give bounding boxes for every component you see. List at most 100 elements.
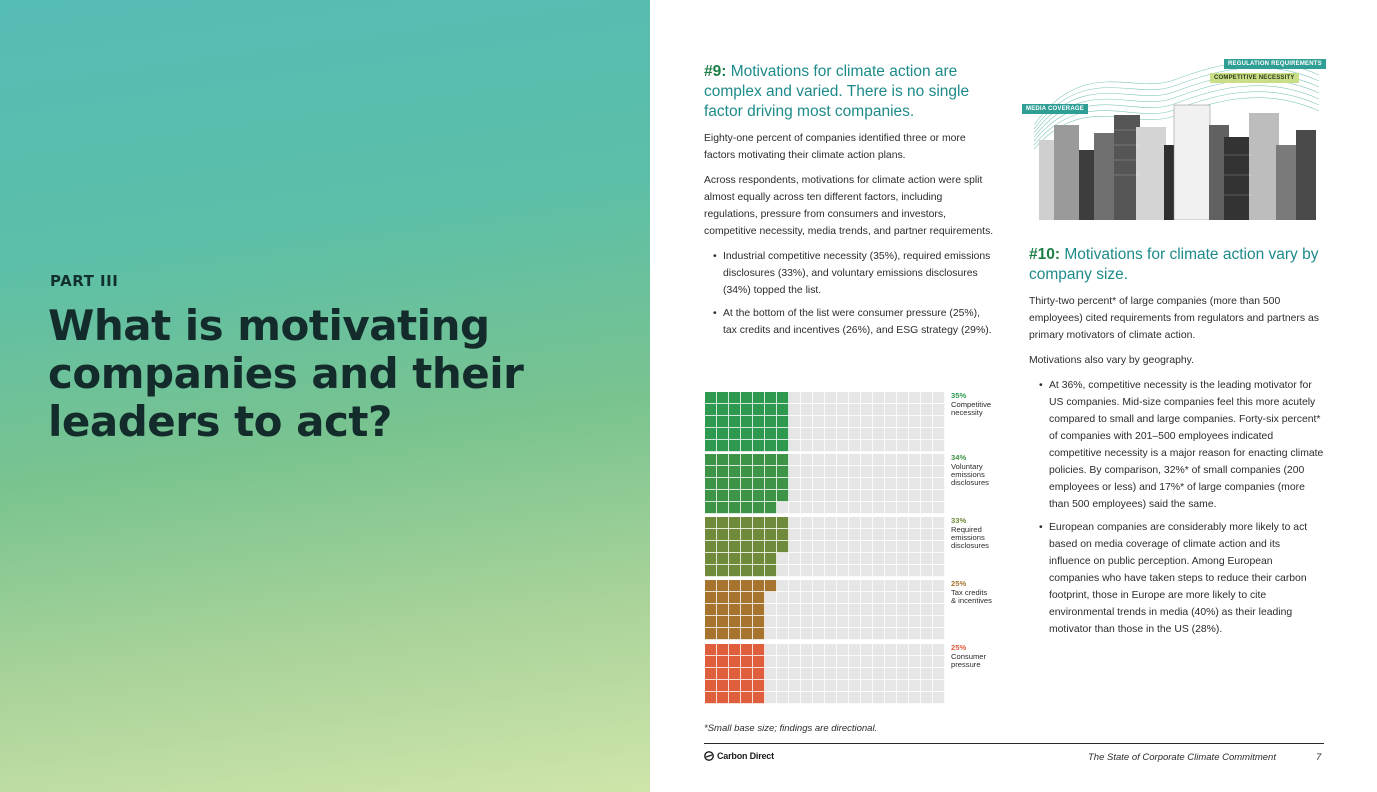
waffle-svg <box>705 392 945 452</box>
logo-icon <box>704 751 714 761</box>
section-9-para-1: Eighty-one percent of companies identifi… <box>704 133 966 161</box>
waffle-cell-empty <box>897 454 909 466</box>
waffle-cell-empty <box>921 592 933 604</box>
waffle-cell-filled <box>729 478 741 490</box>
waffle-cell-empty <box>789 668 801 680</box>
waffle-cell-empty <box>897 628 909 640</box>
waffle-cell-empty <box>873 616 885 628</box>
waffle-cell-empty <box>885 565 897 577</box>
section-10-para-2: Motivations also vary by geography. <box>1029 355 1194 366</box>
waffle-cell-empty <box>813 680 825 692</box>
waffle-cell-filled <box>777 404 789 416</box>
waffle-cell-empty <box>897 692 909 704</box>
waffle-grid <box>705 580 945 640</box>
waffle-cell-empty <box>885 490 897 502</box>
waffle-cell-filled <box>705 428 717 440</box>
waffle-cell-empty <box>933 466 945 478</box>
waffle-cell-empty <box>777 680 789 692</box>
waffle-cell-filled <box>705 656 717 668</box>
waffle-cell-empty <box>921 604 933 616</box>
waffle-cell-empty <box>837 517 849 529</box>
brand-logo: Carbon Direct <box>704 751 774 761</box>
waffle-cell-filled <box>705 478 717 490</box>
waffle-cell-empty <box>897 668 909 680</box>
waffle-pct: 25% <box>951 579 967 588</box>
waffle-cell-empty <box>801 541 813 553</box>
waffle-pct: 35% <box>951 391 967 400</box>
waffle-cell-filled <box>777 440 789 452</box>
waffle-label-line: disclosures <box>951 478 989 487</box>
waffle-cell-empty <box>885 517 897 529</box>
waffle-cell-empty <box>933 616 945 628</box>
waffle-cell-filled <box>717 628 729 640</box>
waffle-cell-empty <box>849 604 861 616</box>
waffle-cell-empty <box>909 517 921 529</box>
waffle-cell-empty <box>777 644 789 656</box>
waffle-cell-filled <box>741 529 753 541</box>
waffle-cell-empty <box>825 668 837 680</box>
waffle-cell-filled <box>777 529 789 541</box>
waffle-cell-empty <box>837 454 849 466</box>
waffle-cell-filled <box>753 628 765 640</box>
footer-divider <box>704 743 1324 744</box>
waffle-cell-filled <box>705 529 717 541</box>
waffle-cell-empty <box>801 490 813 502</box>
waffle-cell-empty <box>921 692 933 704</box>
waffle-cell-empty <box>801 517 813 529</box>
waffle-cell-empty <box>933 541 945 553</box>
waffle-cell-filled <box>753 604 765 616</box>
waffle-cell-empty <box>885 553 897 565</box>
waffle-cell-filled <box>741 466 753 478</box>
waffle-cell-filled <box>753 478 765 490</box>
section-10: #10: Motivations for climate action vary… <box>1029 245 1324 644</box>
waffle-cell-empty <box>909 592 921 604</box>
waffle-cell-empty <box>933 392 945 404</box>
waffle-cell-empty <box>873 502 885 514</box>
waffle-cell-empty <box>921 656 933 668</box>
waffle-cell-filled <box>729 644 741 656</box>
waffle-cell-empty <box>789 628 801 640</box>
waffle-cell-empty <box>813 490 825 502</box>
city-illustration <box>1024 55 1324 221</box>
footnote: *Small base size; findings are direction… <box>704 723 878 734</box>
list-item: European companies are considerably more… <box>1039 519 1324 638</box>
section-10-number: #10: <box>1029 246 1061 263</box>
waffle-label: 25% Consumer pressure <box>951 644 1011 669</box>
waffle-cell-filled <box>729 517 741 529</box>
waffle-cell-empty <box>777 580 789 592</box>
waffle-cell-filled <box>741 580 753 592</box>
waffle-cell-empty <box>897 680 909 692</box>
waffle-cell-empty <box>873 668 885 680</box>
waffle-cell-empty <box>825 628 837 640</box>
section-9-number: #9: <box>704 63 727 80</box>
waffle-cell-empty <box>873 541 885 553</box>
waffle-cell-empty <box>873 565 885 577</box>
waffle-cell-empty <box>789 478 801 490</box>
waffle-cell-filled <box>705 692 717 704</box>
waffle-cell-empty <box>873 490 885 502</box>
waffle-cell-filled <box>705 502 717 514</box>
waffle-cell-filled <box>705 680 717 692</box>
waffle-cell-empty <box>777 502 789 514</box>
waffle-cell-empty <box>897 466 909 478</box>
waffle-cell-empty <box>849 580 861 592</box>
waffle-pct: 34% <box>951 453 967 462</box>
waffle-cell-empty <box>861 565 873 577</box>
waffle-cell-empty <box>921 541 933 553</box>
waffle-cell-filled <box>765 466 777 478</box>
waffle-cell-empty <box>897 565 909 577</box>
waffle-cell-filled <box>717 517 729 529</box>
waffle-cell-filled <box>777 490 789 502</box>
waffle-cell-empty <box>789 454 801 466</box>
waffle-cell-empty <box>873 517 885 529</box>
waffle-cell-empty <box>801 428 813 440</box>
waffle-cell-empty <box>813 440 825 452</box>
waffle-cell-filled <box>705 517 717 529</box>
waffle-cell-empty <box>885 478 897 490</box>
waffle-pct: 33% <box>951 516 967 525</box>
waffle-cell-empty <box>909 616 921 628</box>
waffle-cell-empty <box>825 478 837 490</box>
waffle-cell-filled <box>765 517 777 529</box>
waffle-cell-empty <box>765 592 777 604</box>
waffle-cell-empty <box>861 668 873 680</box>
